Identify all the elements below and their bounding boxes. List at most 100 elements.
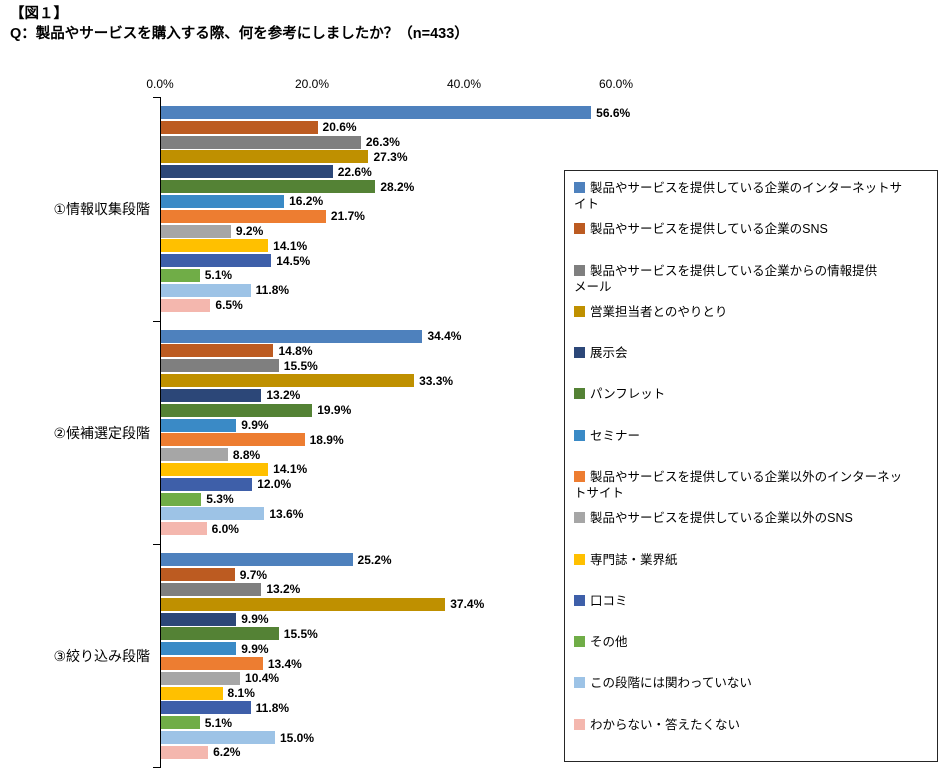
- bar-series-6: [161, 180, 376, 194]
- category-axis-tick: [153, 544, 161, 545]
- category-axis-tick: [153, 767, 161, 768]
- legend-item-10: 専門誌・業界紙: [574, 552, 931, 593]
- bar-row: 14.5%: [161, 254, 633, 268]
- bar-value-label: 37.4%: [450, 597, 485, 612]
- bar-series-14: [161, 745, 209, 759]
- bar-series-14: [161, 522, 207, 536]
- bar-row: 14.8%: [161, 343, 633, 358]
- x-axis-tick-label: 40.0%: [446, 77, 482, 91]
- bar-row: 14.1%: [161, 462, 633, 477]
- bar-series-1: [161, 553, 353, 567]
- bar-value-label: 16.2%: [289, 194, 324, 209]
- legend-item-7: セミナー: [574, 428, 931, 469]
- bar-value-label: 13.6%: [269, 506, 304, 521]
- bar-row: 13.2%: [161, 582, 633, 596]
- x-axis-tick-label: 0.0%: [146, 77, 174, 91]
- bar-value-label: 18.9%: [309, 432, 344, 447]
- bar-series-4: [161, 597, 446, 611]
- category-group-1: ①情報収集段階 56.6% 20.6% 26.3% 27.3% 22.6% 28.2% 16.…: [53, 97, 633, 321]
- category-label: ①情報収集段階: [53, 200, 150, 217]
- bar-row: 9.7%: [161, 568, 633, 582]
- bar-row: 16.2%: [161, 194, 633, 209]
- bar-value-label: 8.8%: [232, 447, 261, 462]
- bar-series-11: [161, 477, 253, 491]
- bar-value-label: 15.5%: [283, 358, 318, 373]
- legend-label: 営業担当者とのやりとり: [590, 304, 728, 319]
- bar-row: 27.3%: [161, 149, 633, 164]
- legend-swatch: [574, 223, 585, 235]
- legend-swatch: [574, 636, 585, 648]
- bar-series-13: [161, 731, 275, 745]
- bar-series-3: [161, 359, 279, 373]
- legend-item-5: 展示会: [574, 345, 931, 386]
- bar-row: 56.6%: [161, 106, 633, 120]
- legend-label: セミナー: [590, 428, 641, 443]
- bar-value-label: 14.1%: [273, 462, 308, 477]
- legend-swatch: [574, 718, 585, 730]
- bar-series-14: [161, 298, 211, 312]
- bar-value-label: 22.6%: [337, 164, 372, 179]
- bar-series-4: [161, 374, 415, 388]
- legend-item-14: わからない・答えたくない: [574, 717, 931, 758]
- bar-series-6: [161, 627, 279, 641]
- bar-row: 5.1%: [161, 268, 633, 282]
- category-label: ②候補選定段階: [53, 424, 150, 441]
- bar-row: 28.2%: [161, 180, 633, 194]
- bar-row: 5.3%: [161, 492, 633, 507]
- bar-row: 15.5%: [161, 627, 633, 641]
- bar-row: 9.9%: [161, 641, 633, 656]
- bar-value-label: 27.3%: [373, 149, 408, 164]
- legend-label: その他: [590, 635, 628, 650]
- bar-row: 9.2%: [161, 224, 633, 238]
- legend-label: 展示会: [590, 346, 628, 361]
- legend-swatch: [574, 388, 585, 400]
- bar-value-label: 8.1%: [227, 686, 255, 701]
- bar-row: 5.1%: [161, 716, 633, 730]
- bar-row: 34.4%: [161, 329, 633, 343]
- x-axis-tick-label: 20.0%: [294, 77, 330, 91]
- bar-row: 21.7%: [161, 209, 633, 223]
- legend-label: パンフレット: [590, 387, 666, 402]
- bar-row: 11.8%: [161, 700, 633, 715]
- legend-swatch: [574, 429, 585, 441]
- bar-row: 26.3%: [161, 135, 633, 149]
- bar-value-label: 9.9%: [241, 612, 269, 627]
- bar-row: 10.4%: [161, 671, 633, 685]
- legend-item-12: その他: [574, 634, 931, 675]
- legend-swatch: [574, 182, 585, 193]
- legend-label: 製品やサービスを提供している企業からの情報提供 メール: [574, 263, 878, 294]
- bar-row: 12.0%: [161, 477, 633, 492]
- bar-value-label: 11.8%: [255, 700, 290, 715]
- bar-series-11: [161, 701, 251, 715]
- bar-series-6: [161, 403, 313, 417]
- bar-row: 11.8%: [161, 283, 633, 297]
- legend-label: 製品やサービスを提供している企業以外のSNS: [590, 511, 853, 526]
- bar-value-label: 6.5%: [215, 298, 243, 313]
- legend: 製品やサービスを提供している企業のインターネットサ イト 製品やサービスを提供して…: [564, 170, 938, 762]
- bar-series-8: [161, 657, 263, 671]
- bar-row: 13.6%: [161, 506, 633, 521]
- bar-series-1: [161, 106, 592, 119]
- bar-series-5: [161, 388, 262, 402]
- legend-swatch: [574, 347, 585, 359]
- bar-row: 9.9%: [161, 418, 633, 433]
- bar-series-13: [161, 507, 265, 521]
- bar-value-label: 9.2%: [235, 224, 264, 238]
- bar-series-8: [161, 433, 305, 447]
- bar-series-9: [161, 224, 231, 238]
- bar-row: 9.9%: [161, 612, 633, 627]
- bar-value-label: 14.8%: [278, 343, 313, 358]
- category-group-3: ③絞り込み段階 25.2% 9.7% 13.2% 37.4% 9.9% 15.5% 9.9% 1…: [53, 544, 633, 768]
- legend-swatch: [574, 553, 585, 565]
- bar-row: 25.2%: [161, 553, 633, 567]
- bar-value-label: 33.3%: [419, 373, 454, 388]
- chart-title-block: 【図１】 Q：製品やサービスを購入する際、何を参考にしましたか？（n=433）: [10, 5, 469, 44]
- bar-series-5: [161, 612, 237, 626]
- bar-value-label: 12.0%: [257, 477, 292, 492]
- bar-value-label: 9.9%: [241, 418, 269, 433]
- bar-value-label: 5.3%: [206, 492, 234, 507]
- legend-item-3: 製品やサービスを提供している企業からの情報提供 メール: [574, 263, 931, 304]
- bar-value-label: 9.9%: [241, 641, 269, 656]
- bar-series-8: [161, 209, 326, 223]
- bar-row: 20.6%: [161, 120, 633, 134]
